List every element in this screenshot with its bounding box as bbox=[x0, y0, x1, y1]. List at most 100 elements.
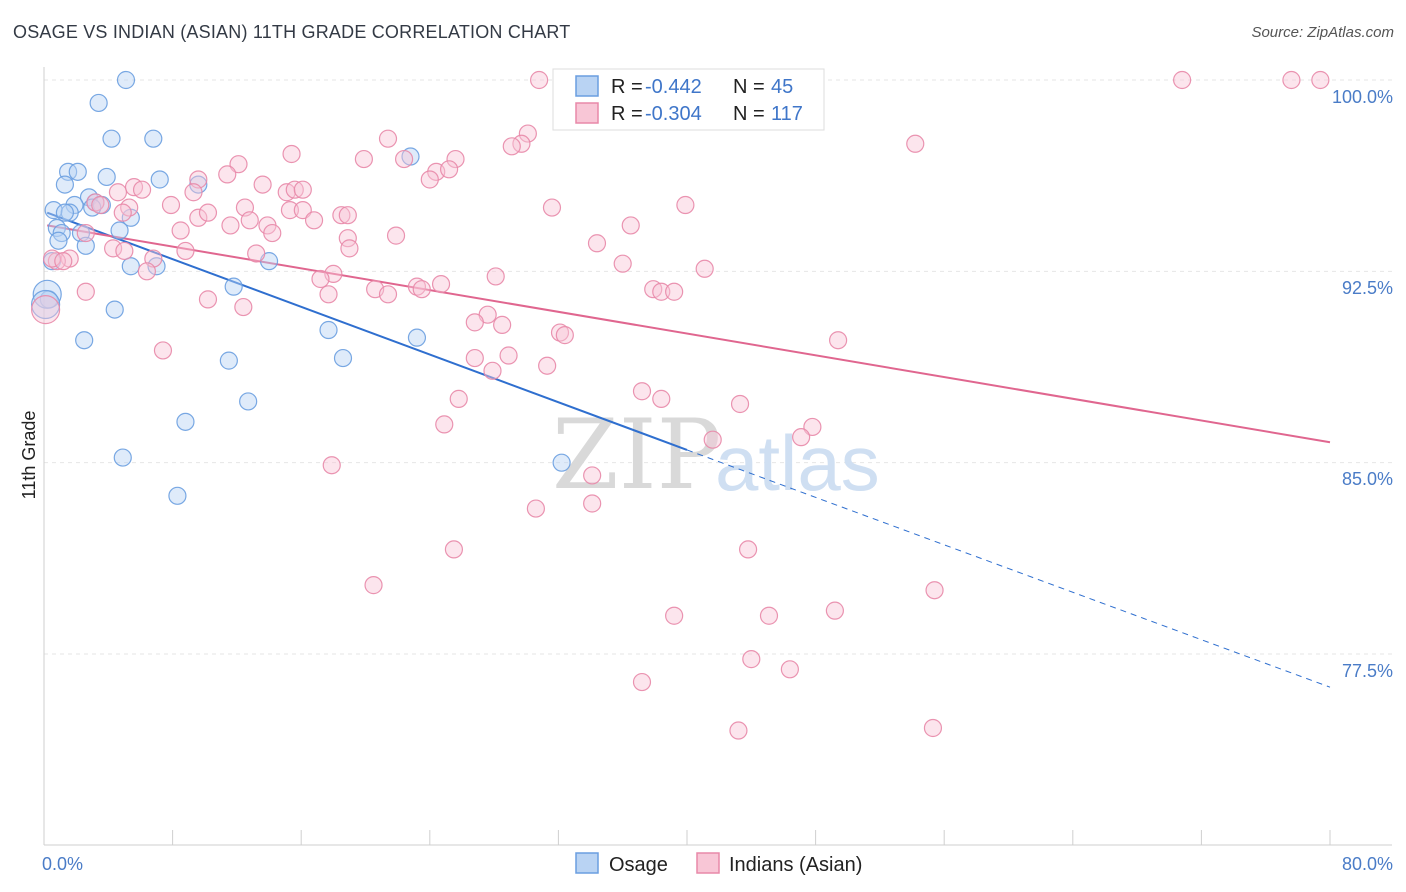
indians-point bbox=[378, 129, 398, 148]
x-tick-label-min: 0.0% bbox=[42, 854, 83, 874]
indians-point bbox=[108, 183, 128, 202]
watermark-atlas: atlas bbox=[715, 419, 880, 507]
indians-point bbox=[161, 195, 181, 215]
indians-point bbox=[364, 576, 383, 595]
chart-title: OSAGE VS INDIAN (ASIAN) 11TH GRADE CORRE… bbox=[13, 22, 571, 42]
indians-point bbox=[1282, 70, 1301, 90]
indians-point bbox=[189, 208, 208, 227]
osage-point bbox=[168, 486, 187, 505]
indians-point bbox=[825, 601, 844, 620]
legend-osage-swatch bbox=[575, 852, 599, 874]
indians-point bbox=[176, 241, 195, 261]
osage-r-label: R = bbox=[611, 76, 643, 98]
watermark-zip: ZIP bbox=[552, 399, 721, 511]
indians-point bbox=[319, 285, 338, 304]
osage-point bbox=[105, 300, 124, 319]
indians-point bbox=[803, 417, 822, 437]
osage-point bbox=[60, 203, 79, 222]
indians-point bbox=[502, 137, 521, 156]
indians-point bbox=[703, 430, 722, 449]
indians-point bbox=[104, 239, 123, 258]
indians-point bbox=[542, 198, 562, 217]
indians-point bbox=[738, 540, 758, 559]
osage-point bbox=[55, 203, 74, 222]
osage-point bbox=[76, 236, 95, 255]
indians-point bbox=[923, 718, 943, 738]
indians-point bbox=[338, 206, 357, 225]
indians-point bbox=[247, 244, 266, 263]
indians-point bbox=[378, 285, 398, 304]
osage-point bbox=[116, 70, 136, 90]
indians-point bbox=[386, 226, 406, 245]
osage-point bbox=[32, 279, 62, 309]
indians-point bbox=[229, 155, 248, 174]
indians-point bbox=[240, 211, 259, 230]
osage-point bbox=[68, 162, 87, 181]
indians-point bbox=[218, 165, 237, 184]
indians-point bbox=[47, 252, 66, 271]
indians-point bbox=[583, 494, 602, 513]
osage-point bbox=[150, 170, 169, 189]
indians-point bbox=[234, 297, 253, 317]
legend-indians-swatch bbox=[696, 852, 720, 874]
watermark: ZIP atlas bbox=[552, 399, 880, 511]
osage-point bbox=[89, 93, 108, 113]
indians-point bbox=[42, 249, 62, 268]
osage-trend-line bbox=[46, 211, 688, 451]
indians-point bbox=[340, 239, 359, 258]
y-tick-label: 85.0% bbox=[1342, 469, 1393, 489]
chart-source: Source: ZipAtlas.com bbox=[1251, 24, 1394, 41]
indians-point bbox=[221, 216, 240, 235]
osage-point bbox=[224, 277, 243, 296]
osage-point bbox=[102, 129, 121, 148]
indians-point bbox=[132, 180, 152, 199]
x-tick-label-max: 80.0% bbox=[1342, 854, 1393, 874]
indians-point bbox=[792, 428, 811, 447]
indians-point bbox=[171, 221, 190, 240]
indians-point bbox=[311, 269, 330, 289]
indians-point bbox=[555, 326, 574, 345]
indians-point bbox=[198, 203, 218, 222]
indians-point bbox=[486, 267, 505, 286]
indians-point bbox=[729, 721, 748, 740]
indians-point bbox=[412, 280, 431, 299]
indians-point bbox=[632, 672, 652, 692]
indians-point bbox=[394, 149, 414, 169]
osage-trend-extension bbox=[686, 449, 1331, 688]
indians-point bbox=[613, 254, 632, 273]
osage-point bbox=[407, 328, 427, 347]
indians-point bbox=[465, 348, 484, 368]
y-axis-label: 11th Grade bbox=[19, 411, 39, 500]
indians-point bbox=[665, 606, 684, 625]
indians-point bbox=[483, 361, 502, 380]
indians-point bbox=[449, 389, 468, 408]
indians-point bbox=[444, 540, 464, 559]
y-tick-label: 77.5% bbox=[1342, 661, 1393, 681]
indians-point bbox=[332, 206, 351, 225]
osage-point bbox=[552, 453, 571, 472]
osage-point bbox=[49, 231, 68, 250]
osage-n-value: 45 bbox=[771, 76, 793, 98]
indians-point bbox=[526, 499, 545, 518]
osage-point bbox=[75, 331, 94, 350]
indians-point bbox=[354, 149, 373, 169]
indians-point bbox=[742, 650, 761, 669]
indians-point bbox=[695, 259, 714, 278]
indians-point bbox=[583, 466, 602, 485]
data-points bbox=[31, 70, 1330, 740]
osage-point bbox=[219, 351, 238, 370]
indians-point bbox=[263, 223, 282, 243]
indians-point bbox=[780, 660, 799, 679]
indians-point bbox=[530, 70, 549, 90]
indians-point bbox=[538, 356, 557, 375]
y-tick-label: 100.0% bbox=[1332, 87, 1393, 107]
osage-point bbox=[110, 221, 129, 240]
indians-point bbox=[632, 382, 652, 401]
indians-point bbox=[407, 277, 427, 296]
series-legend: Osage Indians (Asian) bbox=[575, 852, 862, 876]
indians-r-label: R = bbox=[611, 103, 643, 125]
indians-point bbox=[829, 331, 848, 350]
indians-point bbox=[113, 203, 132, 222]
indians-point bbox=[304, 211, 324, 230]
